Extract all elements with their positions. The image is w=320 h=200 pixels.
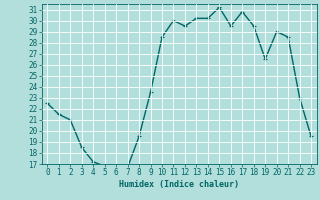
X-axis label: Humidex (Indice chaleur): Humidex (Indice chaleur)	[119, 180, 239, 189]
